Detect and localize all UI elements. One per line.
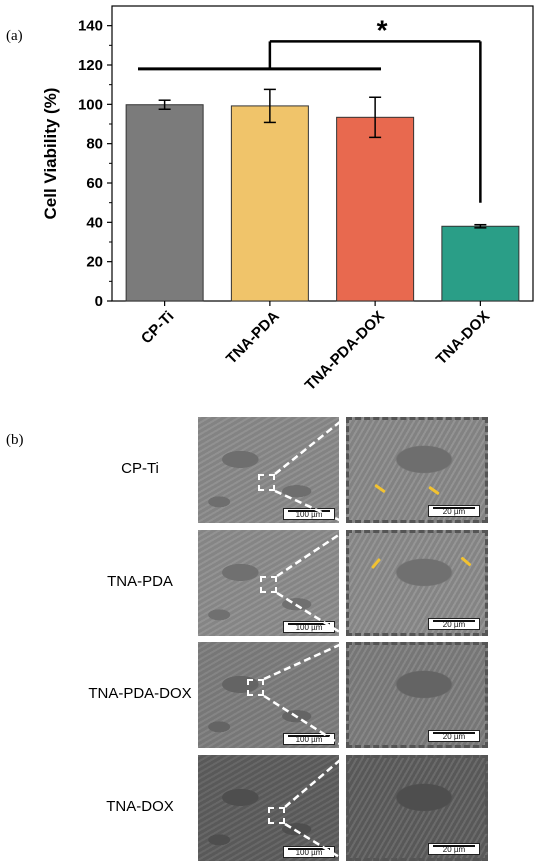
scale-bar: 100 µm xyxy=(283,733,335,745)
y-tick-label: 60 xyxy=(86,175,103,192)
panel-b-label: (b) xyxy=(6,432,24,448)
scale-bar: 100 µm xyxy=(283,846,335,858)
plot-frame xyxy=(111,5,534,302)
sem-image-high-mag: 20 µm xyxy=(346,417,488,523)
region-of-interest-box xyxy=(260,576,277,593)
scale-bar: 20 µm xyxy=(428,505,480,517)
scale-bar-label: 20 µm xyxy=(442,620,466,629)
scale-bar: 20 µm xyxy=(428,730,480,742)
y-tick-label: 100 xyxy=(78,96,103,113)
zoom-frame xyxy=(346,642,488,748)
sem-image-high-mag: 20 µm xyxy=(346,755,488,861)
sem-image-low-mag: 100 µm xyxy=(198,417,339,523)
bar-tna-pda-dox xyxy=(336,116,415,302)
scale-bar-label: 20 µm xyxy=(442,507,466,516)
y-tick-label: 80 xyxy=(86,136,103,153)
x-tick-label: TNA-PDA xyxy=(223,308,283,368)
bar-tna-pda xyxy=(230,105,309,302)
region-of-interest-box xyxy=(258,474,275,491)
zoom-frame xyxy=(346,417,488,523)
sem-row-label: CP-Ti xyxy=(121,460,159,477)
y-tick-label: 40 xyxy=(86,214,103,231)
scale-bar: 20 µm xyxy=(428,618,480,630)
bar-chart: Cell Viability (%) * 0 20 40 60 80 100 120 140 C… xyxy=(41,5,534,394)
zoom-frame xyxy=(346,530,488,636)
region-of-interest-box xyxy=(268,807,285,824)
scale-bar-label: 20 µm xyxy=(442,845,466,854)
sem-image-high-mag: 20 µm xyxy=(346,530,488,636)
sem-image-high-mag: 20 µm xyxy=(346,642,488,748)
zoom-frame xyxy=(346,755,488,861)
scale-bar: 100 µm xyxy=(283,508,335,520)
sem-row-label: TNA-PDA-DOX xyxy=(88,685,192,702)
panel-a-label: (a) xyxy=(6,28,23,44)
x-tick-label: CP-Ti xyxy=(138,308,178,348)
y-tick-label: 0 xyxy=(95,293,103,310)
sem-row-label: TNA-DOX xyxy=(106,798,174,815)
y-tick-label: 140 xyxy=(78,18,103,35)
scale-bar: 20 µm xyxy=(428,843,480,855)
x-tick-label: TNA-PDA-DOX xyxy=(302,308,388,394)
y-tick-label: 20 xyxy=(86,254,103,271)
bar-tna-dox xyxy=(441,225,520,302)
region-of-interest-box xyxy=(247,679,264,696)
scale-bar-label: 20 µm xyxy=(442,732,466,741)
y-tick-label: 120 xyxy=(78,57,103,74)
significance-star: * xyxy=(377,14,388,45)
x-tick-label: TNA-DOX xyxy=(433,308,493,368)
y-axis-label: Cell Viability (%) xyxy=(41,88,60,220)
bar-cp-ti xyxy=(125,104,204,302)
scale-bar: 100 µm xyxy=(283,621,335,633)
sem-image-low-mag: 100 µm xyxy=(198,642,339,748)
sem-row-label: TNA-PDA xyxy=(107,573,173,590)
